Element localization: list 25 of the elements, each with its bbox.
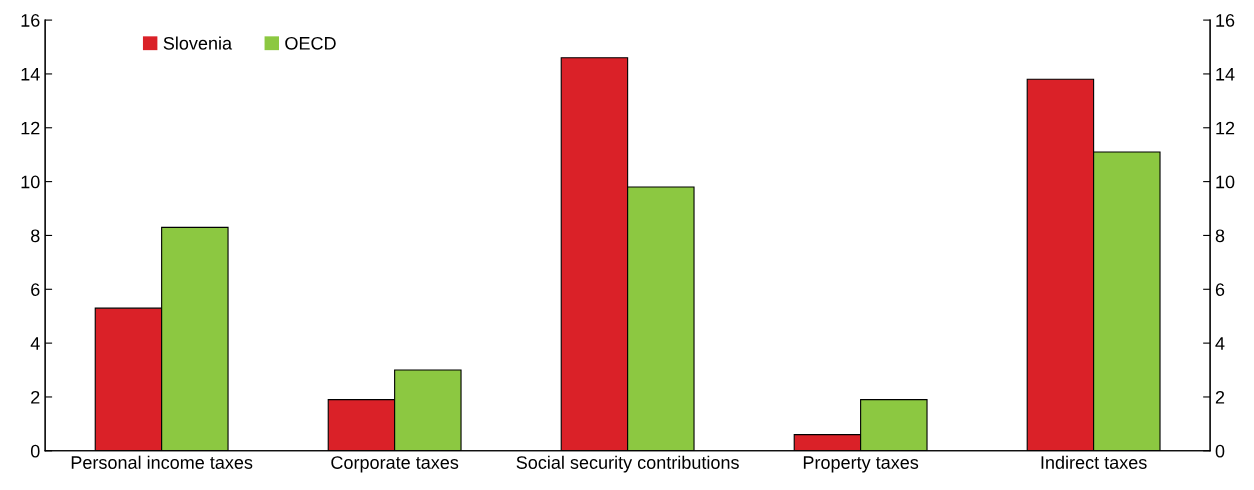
legend-label: Slovenia: [163, 36, 233, 50]
y-tick-label: 2: [31, 390, 40, 404]
y2-tick-label: 16: [1216, 14, 1235, 27]
y2-tick-label: 6: [1215, 283, 1225, 296]
y2-tick-label: 4: [1215, 337, 1225, 350]
y-tick-label: 10: [21, 175, 40, 189]
y-tick-label: 8: [31, 229, 40, 243]
y2-tick-label: 14: [1216, 68, 1235, 81]
y2-tick-label: 0: [1215, 444, 1225, 458]
y-tick-label: 0: [30, 444, 40, 458]
y2-tick-label: 12: [1216, 121, 1235, 135]
y2-tick-label: 8: [1215, 229, 1225, 243]
x-tick-label: Property taxes: [803, 456, 919, 473]
x-tick-label: Corporate taxes: [331, 456, 459, 473]
y-tick-label: 16: [21, 14, 40, 27]
y-tick-label: 14: [21, 68, 40, 81]
legend-label: OECD: [285, 36, 336, 50]
x-tick-label: Personal income taxes: [71, 455, 253, 469]
y-tick-label: 4: [30, 337, 40, 350]
y2-tick-label: 10: [1216, 175, 1235, 189]
x-tick-label: Indirect taxes: [1041, 455, 1147, 469]
y2-tick-label: 2: [1215, 390, 1225, 404]
x-tick-label: Social security contributions: [516, 455, 739, 473]
y-tick-label: 6: [31, 283, 40, 296]
y-tick-label: 12: [21, 121, 40, 135]
